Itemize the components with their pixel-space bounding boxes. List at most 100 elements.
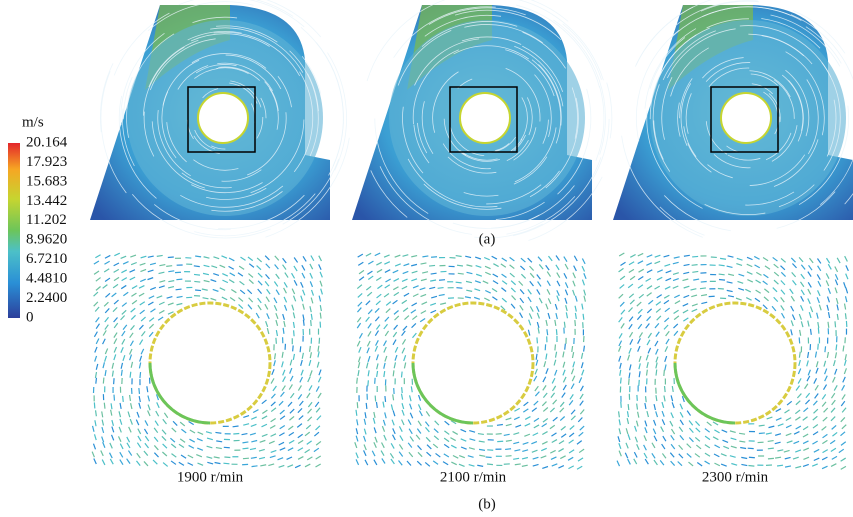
velocity-vector xyxy=(356,410,357,416)
velocity-vector xyxy=(103,330,106,335)
velocity-vector xyxy=(141,317,145,321)
streamline xyxy=(596,86,604,161)
velocity-vector xyxy=(283,265,287,270)
velocity-vector xyxy=(94,271,99,274)
velocity-vector xyxy=(791,306,794,311)
velocity-vector xyxy=(673,262,679,264)
velocity-vector xyxy=(259,457,265,458)
velocity-vector xyxy=(258,305,261,310)
velocity-vector xyxy=(554,360,556,366)
velocity-vector xyxy=(377,285,382,288)
velocity-vector xyxy=(629,262,634,265)
streamline-panel xyxy=(352,0,612,241)
velocity-vector xyxy=(530,281,534,286)
velocity-vector xyxy=(803,441,808,444)
velocity-vector xyxy=(785,410,790,413)
velocity-vector xyxy=(672,386,673,392)
velocity-vector xyxy=(546,368,548,374)
velocity-vector xyxy=(763,281,768,285)
velocity-vector xyxy=(316,456,321,459)
velocity-vector xyxy=(687,444,691,448)
velocity-vector xyxy=(485,290,490,293)
velocity-vector xyxy=(483,281,488,284)
velocity-vector xyxy=(292,289,294,294)
velocity-vector xyxy=(556,352,557,358)
velocity-vector xyxy=(242,434,248,435)
colorbar-unit: m/s xyxy=(22,114,44,130)
velocity-vector xyxy=(364,450,366,455)
velocity-vector xyxy=(114,300,118,304)
velocity-vector xyxy=(391,404,392,410)
velocity-vector xyxy=(385,317,389,321)
velocity-vector xyxy=(815,385,818,390)
velocity-vector xyxy=(94,332,97,337)
streamline xyxy=(593,119,610,179)
velocity-vector xyxy=(280,410,285,414)
velocity-vector xyxy=(822,457,827,460)
velocity-vector xyxy=(565,290,567,296)
velocity-vector xyxy=(319,264,321,269)
velocity-vector xyxy=(368,261,373,264)
velocity-vector xyxy=(827,352,828,358)
velocity-vector xyxy=(276,290,279,295)
velocity-vector xyxy=(504,434,510,435)
velocity-vector xyxy=(767,417,773,419)
velocity-vector xyxy=(513,433,519,435)
velocity-vector xyxy=(747,264,752,266)
velocity-vector xyxy=(552,378,555,383)
velocity-vector xyxy=(617,461,619,466)
velocity-vector xyxy=(656,363,657,369)
velocity-vector xyxy=(284,282,287,287)
velocity-vector xyxy=(262,400,267,404)
velocity-vector xyxy=(368,370,369,376)
velocity-vector xyxy=(546,304,548,310)
velocity-vector xyxy=(103,378,104,384)
velocity-vector xyxy=(243,416,249,418)
velocity-vector xyxy=(310,273,312,278)
velocity-vector xyxy=(546,320,547,326)
velocity-vector xyxy=(203,273,209,274)
velocity-vector xyxy=(171,444,176,448)
velocity-vector xyxy=(730,456,736,458)
velocity-vector xyxy=(520,298,524,303)
velocity-vector xyxy=(550,450,555,453)
velocity-vector xyxy=(394,325,398,330)
velocity-vector xyxy=(141,349,144,354)
velocity-vector xyxy=(457,265,463,266)
velocity-vector xyxy=(368,356,370,362)
velocity-vector xyxy=(299,401,303,406)
velocity-vector xyxy=(759,433,765,434)
velocity-vector xyxy=(575,313,576,319)
colorbar-label: 6.7210 xyxy=(26,251,67,267)
velocity-vector xyxy=(194,274,200,275)
velocity-vector xyxy=(701,295,707,296)
velocity-vector xyxy=(833,377,836,382)
velocity-vector xyxy=(267,313,269,318)
velocity-vector xyxy=(305,432,310,436)
velocity-vector xyxy=(309,360,311,366)
velocity-vector xyxy=(781,272,785,276)
velocity-vector xyxy=(358,362,359,368)
velocity-vector xyxy=(543,408,548,412)
velocity-vector xyxy=(130,255,136,257)
velocity-vector xyxy=(421,311,426,314)
velocity-vector xyxy=(270,425,275,428)
velocity-vector xyxy=(728,274,734,275)
velocity-vector xyxy=(404,293,409,296)
velocity-vector xyxy=(207,462,213,464)
velocity-vector xyxy=(188,455,193,458)
velocity-vector xyxy=(96,287,101,291)
velocity-vector xyxy=(240,281,245,285)
velocity-vector xyxy=(96,278,101,282)
velocity-vector xyxy=(163,419,167,424)
velocity-vector xyxy=(404,362,405,368)
velocity-vector xyxy=(298,385,301,390)
velocity-vector xyxy=(103,362,104,368)
velocity-vector xyxy=(534,425,539,428)
velocity-vector xyxy=(528,258,532,262)
velocity-vector xyxy=(584,346,585,352)
velocity-vector xyxy=(501,288,506,292)
velocity-vector xyxy=(266,264,270,268)
velocity-vector xyxy=(559,441,564,444)
velocity-vector xyxy=(288,426,293,430)
